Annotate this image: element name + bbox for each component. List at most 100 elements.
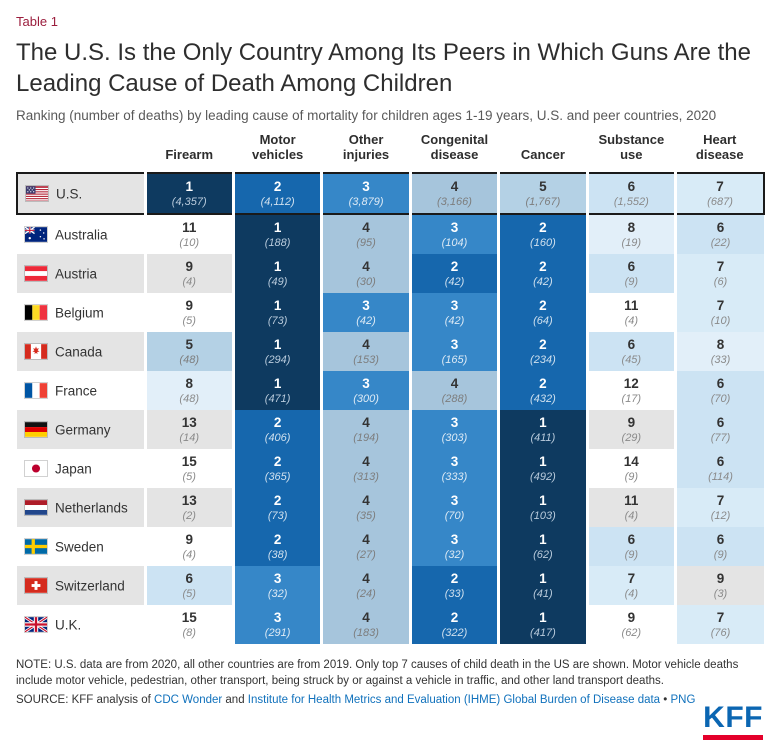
table-row-australia: Australia 11 (10) 1 (188) 4 (95) 3 (104) 2 (160) 8(… <box>17 214 764 255</box>
cell-belgium-substance-use: 11 (4) <box>585 293 676 333</box>
death-count: (8) <box>182 626 196 639</box>
png-link[interactable]: PNG <box>670 693 696 706</box>
country-name: Belgium <box>55 305 104 321</box>
cell-australia-congenital-disease: 3 (104) <box>408 214 499 255</box>
death-count: (300) <box>353 392 379 405</box>
ihme-link[interactable]: Institute for Health Metrics and Evaluat… <box>247 693 661 706</box>
table-row-netherlands: Netherlands 13 (2) 2 (73) 4 (35) 3 (70) 1 (103) 11(… <box>17 488 764 528</box>
country-name: France <box>55 383 98 399</box>
death-count: (4) <box>182 548 196 561</box>
country-cell-japan: Japan <box>17 449 145 488</box>
cell-netherlands-heart-disease: 7 (12) <box>674 488 764 528</box>
rank-number: 11 <box>624 298 639 314</box>
death-count: (153) <box>353 353 379 366</box>
rank-number: 3 <box>450 454 459 470</box>
death-count: (183) <box>353 626 379 639</box>
cell-germany-cancer: 1 (411) <box>497 410 588 450</box>
country-name: Austria <box>55 266 98 282</box>
death-count: (6) <box>713 275 728 288</box>
rank-number: 1 <box>273 298 282 314</box>
cell-australia-motor-vehicles: 1 (188) <box>231 214 322 255</box>
rank-number: 1 <box>539 493 547 509</box>
uk-flag-icon <box>25 617 47 633</box>
rank-number: 6 <box>716 415 725 431</box>
cell-switzerland-substance-use: 7 (4) <box>585 566 676 606</box>
cell-netherlands-congenital-disease: 3 (70) <box>408 488 499 528</box>
au-flag-icon <box>25 227 47 243</box>
cell-netherlands-substance-use: 11 (4) <box>585 488 676 528</box>
death-count: (38) <box>267 548 288 561</box>
death-count: (42) <box>444 275 465 288</box>
cell-france-heart-disease: 6 (70) <box>674 371 764 411</box>
death-count: (4,112) <box>260 195 295 208</box>
death-count: (313) <box>353 470 379 483</box>
rank-number: 4 <box>450 179 459 195</box>
rank-number: 5 <box>539 179 547 195</box>
cell-u-s-other-injuries: 3 (3,879) <box>320 172 411 216</box>
rank-number: 4 <box>362 220 370 236</box>
cell-netherlands-motor-vehicles: 2 (73) <box>231 488 322 528</box>
death-count: (62) <box>621 626 642 639</box>
death-count: (4,357) <box>171 195 207 208</box>
cell-u-k-heart-disease: 7 (76) <box>674 605 764 645</box>
rank-number: 3 <box>450 493 459 509</box>
country-name: Canada <box>55 344 103 360</box>
cell-belgium-cancer: 2 (64) <box>497 293 588 333</box>
rank-number: 6 <box>716 532 725 548</box>
rank-number: 5 <box>185 337 193 353</box>
country-cell-sweden: Sweden <box>17 527 145 566</box>
death-count: (291) <box>264 626 291 639</box>
header-row: Firearm Motor vehicles Other injuries Conge… <box>17 132 764 173</box>
death-count: (19) <box>621 236 642 249</box>
death-count: (194) <box>353 431 379 444</box>
country-name: Switzerland <box>55 578 125 594</box>
death-count: (4) <box>624 314 639 327</box>
rank-number: 3 <box>362 376 370 392</box>
rank-number: 3 <box>362 298 370 314</box>
death-count: (3,166) <box>437 195 472 208</box>
rank-number: 1 <box>539 571 547 587</box>
cell-u-s-congenital-disease: 4 (3,166) <box>408 172 499 216</box>
cell-switzerland-motor-vehicles: 3 (32) <box>231 566 322 606</box>
rank-number: 1 <box>539 610 547 626</box>
kff-logo[interactable]: KFF <box>703 703 763 740</box>
rank-number: 6 <box>627 259 636 275</box>
rank-number: 7 <box>716 259 725 275</box>
cell-austria-firearm: 9 (4) <box>143 254 234 294</box>
country-cell-france: France <box>17 371 145 410</box>
column-header-motor-vehicles: Motor vehicles <box>251 132 304 163</box>
cell-belgium-motor-vehicles: 1 (73) <box>231 293 322 333</box>
rank-number: 2 <box>539 337 547 353</box>
cell-sweden-heart-disease: 6 (9) <box>674 527 764 567</box>
rank-number: 8 <box>627 220 636 236</box>
cell-canada-heart-disease: 8 (33) <box>674 332 764 372</box>
rank-number: 1 <box>539 454 547 470</box>
rank-number: 3 <box>273 610 282 626</box>
cdc-wonder-link[interactable]: CDC Wonder <box>154 693 223 706</box>
column-header-other-injuries: Other injuries <box>342 132 390 163</box>
page-subtitle: Ranking (number of deaths) by leading ca… <box>16 108 717 124</box>
rank-number: 4 <box>362 337 370 353</box>
rank-number: 2 <box>539 259 547 275</box>
death-count: (77) <box>710 431 731 444</box>
rank-number: 4 <box>362 415 370 431</box>
death-count: (22) <box>710 236 731 249</box>
rank-number: 7 <box>716 298 725 314</box>
page-title: The U.S. Is the Only Country Among Its P… <box>16 39 751 97</box>
table-number-label: Table 1 <box>16 14 58 29</box>
cell-france-substance-use: 12 (17) <box>585 371 676 411</box>
note-text: NOTE: U.S. data are from 2020, all other… <box>16 659 739 688</box>
cell-austria-cancer: 2 (42) <box>497 254 588 294</box>
cell-switzerland-cancer: 1 (41) <box>497 566 588 606</box>
table-row-japan: Japan 15 (5) 2 (365) 4 (313) 3 (333) 1 (492) 14 (9) 6… <box>17 449 764 489</box>
death-count: (12) <box>710 509 731 522</box>
source-prefix: SOURCE: KFF analysis of <box>16 693 155 706</box>
rank-number: 1 <box>185 179 193 195</box>
country-name: Japan <box>55 461 92 477</box>
rank-number: 2 <box>273 454 282 470</box>
cell-u-k-motor-vehicles: 3 (291) <box>231 605 322 645</box>
rank-number: 2 <box>450 571 459 587</box>
death-count: (114) <box>708 470 733 483</box>
death-count: (42) <box>533 275 553 288</box>
rank-number: 13 <box>181 493 197 509</box>
